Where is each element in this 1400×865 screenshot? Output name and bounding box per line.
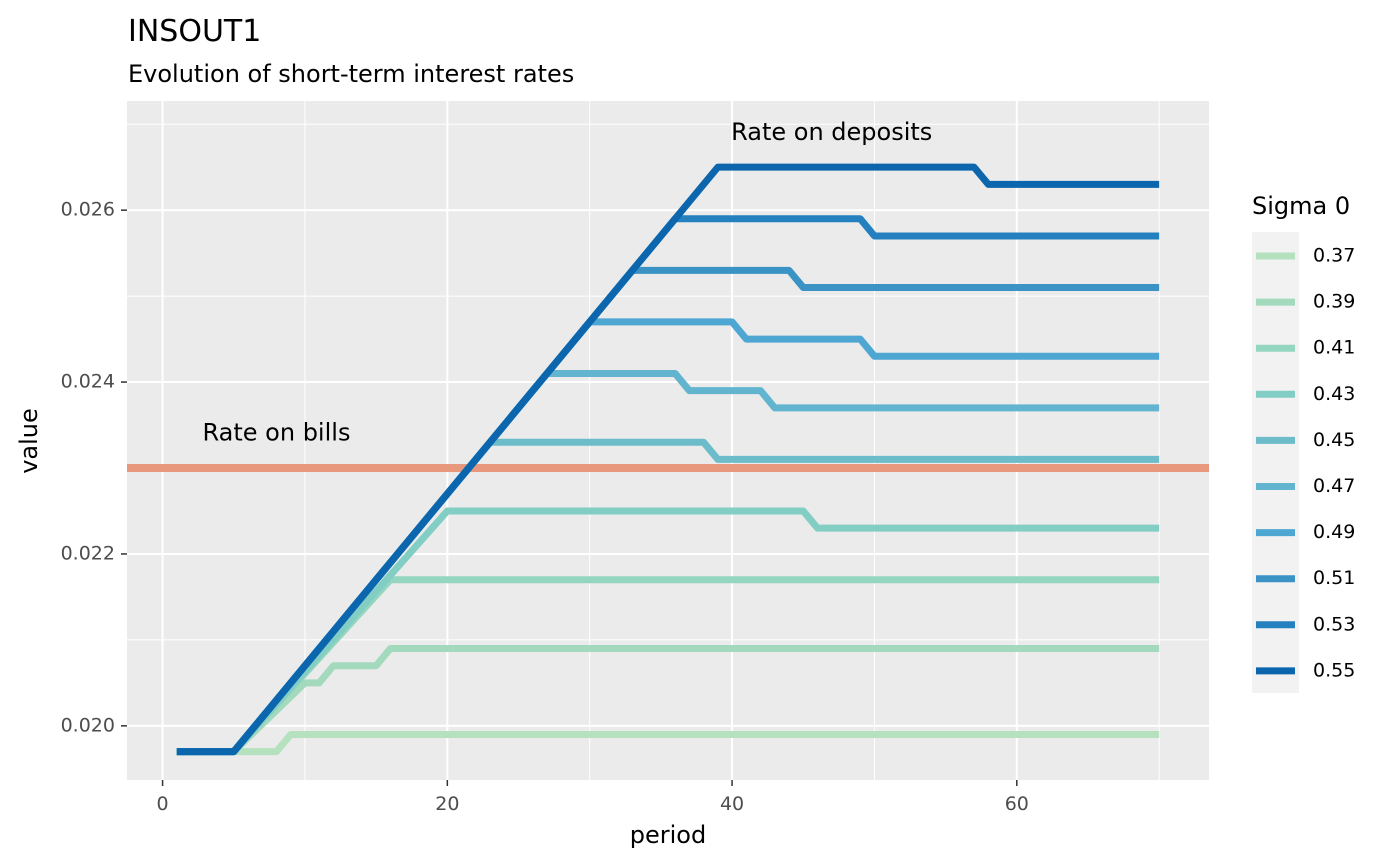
legend-background — [1252, 232, 1299, 693]
x-axis-ticks: 0 20 40 60 — [157, 780, 1029, 815]
legend-label-0.49: 0.49 — [1313, 521, 1355, 543]
x-tick-label: 40 — [720, 793, 744, 815]
legend-items: 0.37 0.39 0.41 0.43 0.45 0.47 0.49 0.51 0.53 0.55 — [1256, 245, 1355, 681]
legend-label-0.51: 0.51 — [1313, 567, 1355, 589]
y-tick-label: 0.020 — [61, 714, 115, 736]
series-lines — [176, 163, 1160, 756]
chart-title: INSOUT1 — [128, 14, 261, 49]
legend-label-0.53: 0.53 — [1313, 613, 1355, 635]
x-tick-label: 0 — [157, 793, 169, 815]
legend-label-0.39: 0.39 — [1313, 291, 1355, 313]
legend-label-0.41: 0.41 — [1313, 337, 1355, 359]
legend-label-0.55: 0.55 — [1313, 659, 1355, 681]
legend-label-0.43: 0.43 — [1313, 383, 1355, 405]
legend-label-0.47: 0.47 — [1313, 475, 1355, 497]
legend-label-0.45: 0.45 — [1313, 429, 1355, 451]
x-axis-title: period — [630, 821, 706, 849]
x-tick-label: 20 — [435, 793, 459, 815]
grid-lines — [127, 101, 1209, 780]
y-axis-ticks: 0.020 0.022 0.024 0.026 — [61, 199, 127, 736]
legend-label-0.37: 0.37 — [1313, 245, 1355, 267]
y-tick-label: 0.026 — [61, 199, 115, 221]
legend: Sigma 0 0.37 0.39 0.41 0.43 0.45 0.47 0.49 0.51… — [1252, 192, 1355, 693]
annotation-label: Rate on deposits — [731, 118, 932, 146]
legend-title: Sigma 0 — [1252, 192, 1350, 220]
y-axis-title: value — [15, 408, 43, 474]
y-tick-label: 0.024 — [61, 371, 115, 393]
chart-subtitle: Evolution of short-term interest rates — [128, 60, 574, 88]
x-tick-label: 60 — [1005, 793, 1029, 815]
annotation-label: Rate on bills — [203, 419, 351, 447]
annotations: Rate on deposits Rate on bills — [203, 118, 933, 447]
series-line-0.55 — [176, 163, 1160, 756]
y-tick-label: 0.022 — [61, 542, 115, 564]
